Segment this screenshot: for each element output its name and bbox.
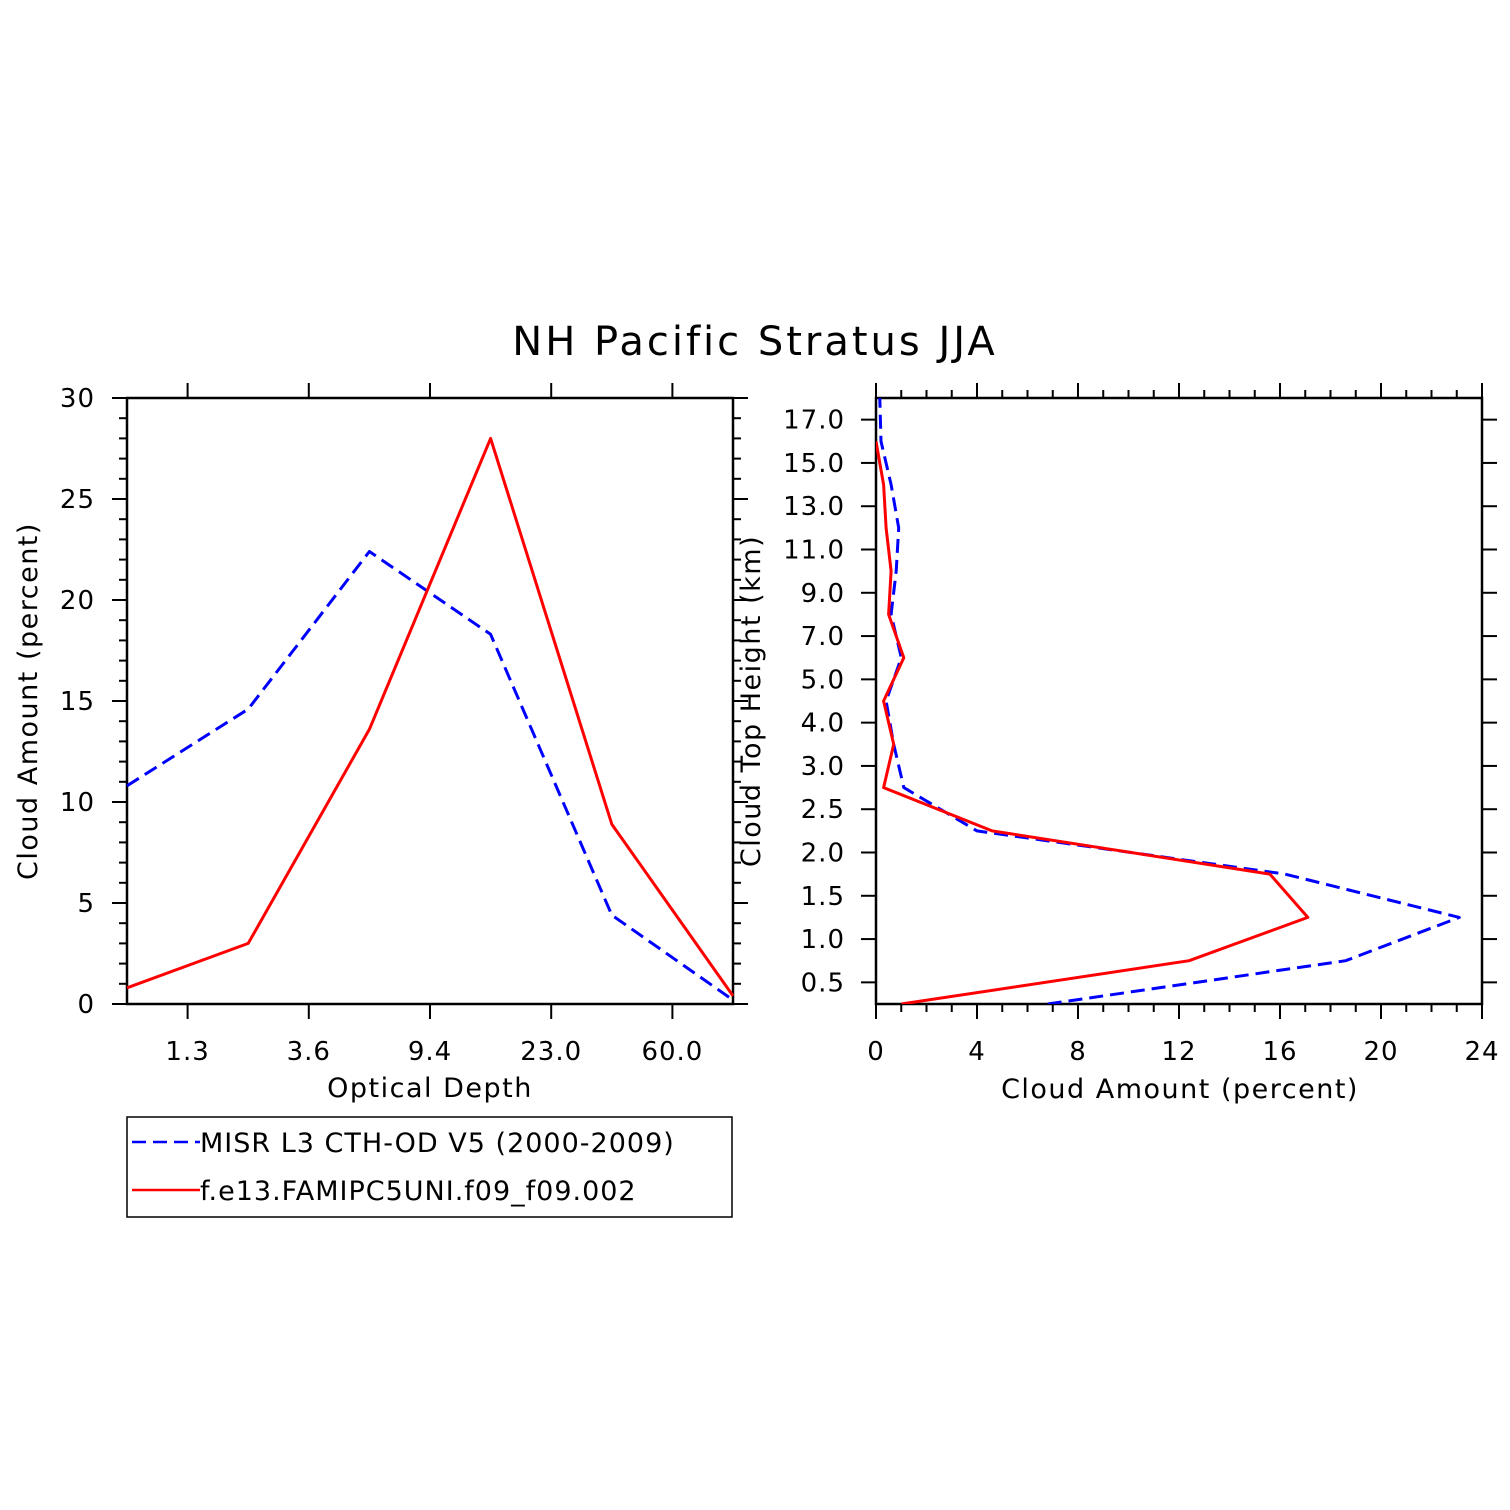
left-ticks: 0 5 10 15 20 25 30 1.3 3.6 9.4 23.0 60.0 [60, 383, 748, 1067]
right-y-tick-label: 13.0 [783, 492, 845, 522]
legend-label-model: f.e13.FAMIPC5UNI.f09_f09.002 [200, 1176, 637, 1207]
right-plot-frame [874, 396, 1484, 1006]
left-series-model-line [126, 436, 735, 997]
right-x-tick-label: 4 [968, 1037, 986, 1067]
left-x-tick-label: 23.0 [520, 1037, 582, 1067]
left-y-tick-label: 0 [77, 990, 95, 1020]
right-y-tick-label: 9.0 [801, 579, 845, 609]
right-x-axis-title: Cloud Amount (percent) [1001, 1074, 1359, 1105]
left-x-tick-label: 3.6 [287, 1037, 331, 1067]
left-y-tick-label: 15 [60, 687, 95, 717]
right-y-tick-label: 3.0 [801, 752, 845, 782]
left-plot-frame [125, 396, 735, 1006]
right-x-tick-label: 24 [1464, 1037, 1499, 1067]
right-y-tick-label: 7.0 [801, 622, 845, 652]
right-x-tick-label: 16 [1262, 1037, 1297, 1067]
left-x-tick-label: 60.0 [641, 1037, 703, 1067]
left-y-tick-label: 5 [77, 889, 95, 919]
left-x-tick-label: 9.4 [408, 1037, 452, 1067]
right-y-axis-title: Cloud Top Height (km) [736, 535, 767, 867]
legend: MISR L3 CTH-OD V5 (2000-2009) f.e13.FAMI… [126, 1116, 733, 1218]
left-series [126, 436, 735, 1002]
left-y-tick-label: 10 [60, 788, 95, 818]
right-panel: 0.5 1.0 1.5 2.0 2.5 3.0 4.0 5.0 7.0 9.0 11.0 13.0 15… [736, 383, 1499, 1105]
left-panel: 0 5 10 15 20 25 30 1.3 3.6 9.4 23.0 60.0 Optical De… [13, 383, 748, 1104]
right-y-tick-label: 15.0 [783, 449, 845, 479]
right-y-tick-label: 2.5 [801, 795, 845, 825]
left-y-tick-label: 30 [60, 384, 95, 414]
right-series [876, 398, 1461, 1004]
left-y-tick-label: 20 [60, 586, 95, 616]
right-x-tick-label: 12 [1161, 1037, 1196, 1067]
right-ticks: 0.5 1.0 1.5 2.0 2.5 3.0 4.0 5.0 7.0 9.0 11.0 13.0 15… [783, 383, 1499, 1067]
figure-title: NH Pacific Stratus JJA [512, 319, 997, 365]
left-x-tick-label: 1.3 [165, 1037, 209, 1067]
right-y-tick-label: 1.0 [801, 925, 845, 955]
right-y-tick-label: 5.0 [801, 665, 845, 695]
right-y-tick-label: 0.5 [801, 968, 845, 998]
right-y-tick-label: 17.0 [783, 406, 845, 436]
right-y-tick-label: 4.0 [801, 709, 845, 739]
right-x-tick-label: 0 [867, 1037, 885, 1067]
right-series-model-line [876, 441, 1310, 1004]
right-y-tick-label: 1.5 [801, 882, 845, 912]
left-y-tick-label: 25 [60, 485, 95, 515]
left-x-axis-title: Optical Depth [327, 1073, 533, 1104]
legend-label-misr: MISR L3 CTH-OD V5 (2000-2009) [200, 1128, 675, 1159]
right-y-tick-label: 2.0 [801, 839, 845, 869]
right-x-tick-label: 8 [1069, 1037, 1087, 1067]
right-x-tick-label: 20 [1363, 1037, 1398, 1067]
left-y-axis-title: Cloud Amount (percent) [13, 522, 44, 880]
left-series-misr-line [126, 550, 734, 1002]
right-y-tick-label: 11.0 [783, 536, 845, 566]
legend-box [126, 1116, 733, 1218]
right-series-misr-line [878, 398, 1461, 1004]
